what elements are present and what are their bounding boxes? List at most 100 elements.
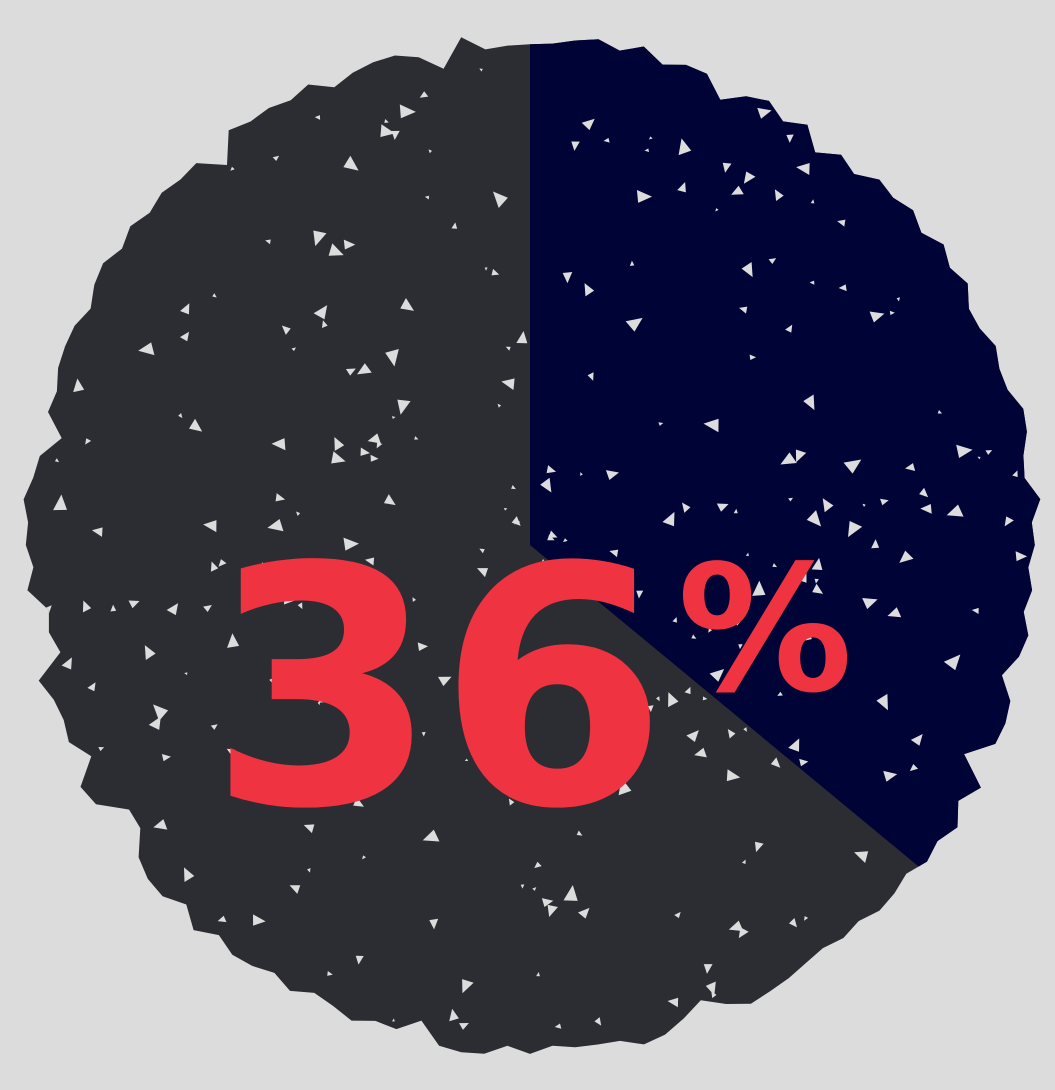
speckle	[788, 497, 793, 502]
speckle	[741, 859, 746, 864]
speckle	[376, 441, 383, 449]
speckle	[501, 378, 515, 391]
speckle	[376, 629, 383, 636]
speckle	[810, 199, 815, 204]
speckle	[391, 416, 396, 419]
speckle	[629, 260, 635, 267]
speckle	[796, 162, 810, 176]
speckle	[281, 325, 291, 335]
speckle	[414, 436, 419, 440]
speckle	[540, 477, 552, 493]
speckle	[353, 797, 364, 807]
speckle	[481, 711, 487, 715]
speckle	[674, 911, 681, 919]
speckle	[218, 559, 227, 567]
speckle	[73, 378, 85, 393]
speckle	[166, 603, 179, 616]
speckle	[672, 617, 678, 623]
speckle	[383, 494, 396, 506]
speckle	[503, 508, 508, 511]
speckle	[291, 347, 296, 352]
speckle	[307, 868, 311, 873]
speckle	[260, 562, 265, 566]
speckle	[314, 115, 321, 120]
speckle	[265, 239, 271, 245]
speckle	[397, 399, 411, 415]
speckle	[768, 258, 777, 264]
speckle	[731, 185, 744, 195]
speckle	[428, 149, 433, 154]
speckle	[677, 181, 686, 193]
speckle	[265, 792, 279, 802]
speckle	[738, 644, 743, 650]
speckle	[803, 394, 815, 411]
speckle	[814, 578, 819, 584]
speckle	[709, 669, 725, 682]
speckle	[562, 271, 573, 284]
speckle	[82, 600, 92, 613]
speckle	[296, 511, 301, 517]
speckle	[144, 645, 156, 661]
speckle	[754, 841, 764, 853]
speckle	[391, 1018, 395, 1022]
speckle	[189, 418, 203, 432]
speckle	[985, 450, 993, 455]
speckle	[618, 778, 632, 796]
speckle	[770, 757, 781, 768]
speckle	[678, 138, 692, 156]
speckle	[735, 621, 741, 626]
speckle	[1012, 470, 1018, 478]
speckle	[946, 504, 964, 517]
speckle	[577, 907, 590, 919]
speckle	[520, 884, 525, 889]
speckle	[511, 484, 516, 490]
speckle	[822, 498, 834, 513]
speckle	[716, 503, 729, 512]
speckle	[271, 438, 286, 451]
speckle	[449, 1008, 459, 1022]
speckle	[625, 317, 643, 332]
speckle	[741, 261, 753, 278]
speckle	[743, 171, 756, 184]
speckle	[726, 769, 741, 782]
speckle	[848, 521, 863, 538]
speckle	[495, 745, 510, 759]
speckle	[668, 692, 679, 708]
speckle	[560, 580, 574, 595]
speckle	[609, 549, 619, 558]
speckle	[648, 136, 653, 140]
speckle	[400, 298, 415, 311]
speckle	[971, 607, 979, 615]
speckle	[977, 456, 981, 460]
speckle	[743, 727, 747, 732]
speckle	[788, 918, 797, 928]
percent-number: 36	[208, 497, 667, 881]
speckle	[53, 494, 68, 511]
speckle	[313, 305, 328, 320]
speckle	[297, 602, 303, 610]
speckle	[476, 568, 489, 578]
speckle	[464, 758, 469, 762]
speckle	[777, 691, 783, 696]
speckle	[377, 621, 390, 632]
speckle	[772, 563, 778, 568]
speckle	[138, 342, 155, 356]
speckle	[869, 311, 885, 323]
speckle	[686, 730, 699, 743]
speckle	[437, 676, 452, 687]
speckle	[488, 596, 495, 604]
speckle	[328, 243, 344, 256]
speckle	[153, 819, 168, 830]
speckle	[889, 310, 895, 316]
speckle	[429, 918, 439, 930]
speckle	[536, 971, 540, 977]
speckle	[554, 1023, 562, 1029]
speckle	[180, 303, 190, 315]
speckle	[715, 208, 719, 212]
speckle	[380, 124, 395, 138]
speckle	[61, 657, 72, 670]
speckle	[937, 409, 943, 414]
speckle	[563, 538, 568, 543]
speckle	[594, 1017, 602, 1026]
